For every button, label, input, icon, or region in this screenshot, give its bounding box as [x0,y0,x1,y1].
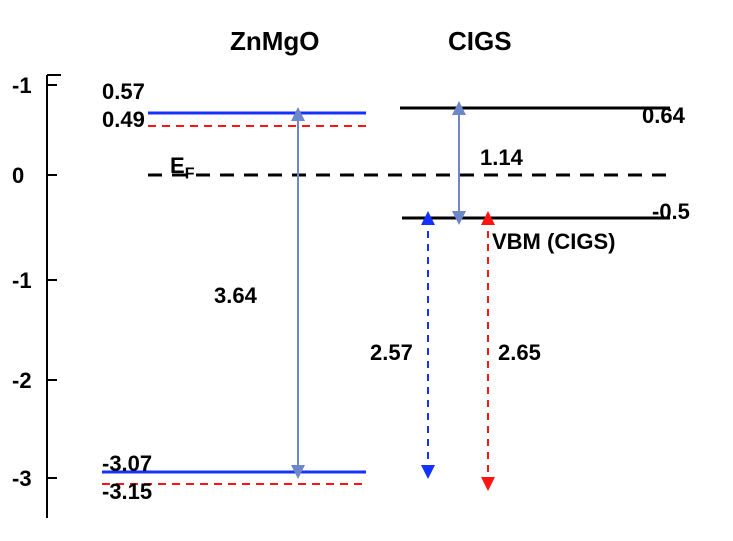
label-0.57: 0.57 [102,79,145,105]
label-fermi: EF [170,153,194,183]
label-2.57: 2.57 [370,340,413,366]
label-0.64: 0.64 [642,103,685,129]
label--3.15: -3.15 [102,479,152,505]
diagram-stage: ZnMgO CIGS 0.57 0.49 0.64 -0.5 1.14 3.64… [0,0,733,541]
axis-tick-label: -2 [12,368,32,394]
label-0.49: 0.49 [102,107,145,133]
label-fermi-sub: F [185,166,195,183]
label--3.07: -3.07 [102,451,152,477]
axis-tick-label: 0 [12,163,24,189]
label-vbm: VBM (CIGS) [492,229,615,255]
label-fermi-E: E [170,153,185,178]
label-2.65: 2.65 [498,340,541,366]
label--0.5: -0.5 [652,199,690,225]
axis-tick-label: -1 [12,73,32,99]
axis-tick-label: -3 [12,466,32,492]
axis-tick-label: -1 [12,268,32,294]
label-3.64: 3.64 [214,283,257,309]
title-left: ZnMgO [230,26,320,57]
title-right: CIGS [448,26,512,57]
label-1.14: 1.14 [480,145,523,171]
